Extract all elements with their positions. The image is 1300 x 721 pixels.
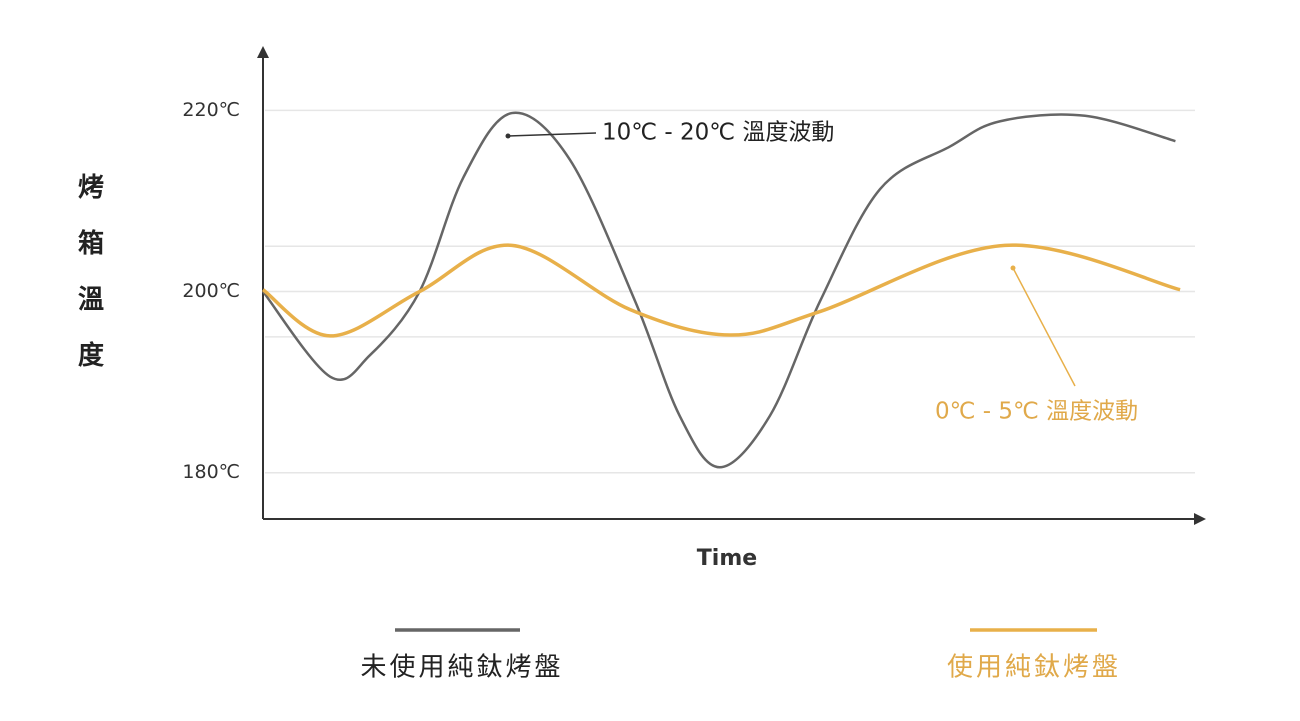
y-tick-label: 220℃	[182, 99, 240, 121]
series-line	[261, 243, 1181, 338]
annotation-leader	[1012, 267, 1076, 387]
annotation: 0℃ - 5℃ 溫度波動	[935, 399, 1138, 425]
x-axis-label: Time	[697, 546, 757, 571]
annotation-leader	[507, 132, 597, 137]
annotation: 10℃ - 20℃ 溫度波動	[602, 120, 834, 146]
y-tick-label: 180℃	[182, 461, 240, 483]
y-tick-label: 200℃	[182, 280, 240, 302]
legend-label: 未使用純鈦烤盤	[360, 653, 563, 683]
legend-label: 使用純鈦烤盤	[947, 653, 1121, 683]
series-line	[262, 111, 1176, 469]
y-axis-label: 烤箱溫度	[74, 173, 104, 397]
